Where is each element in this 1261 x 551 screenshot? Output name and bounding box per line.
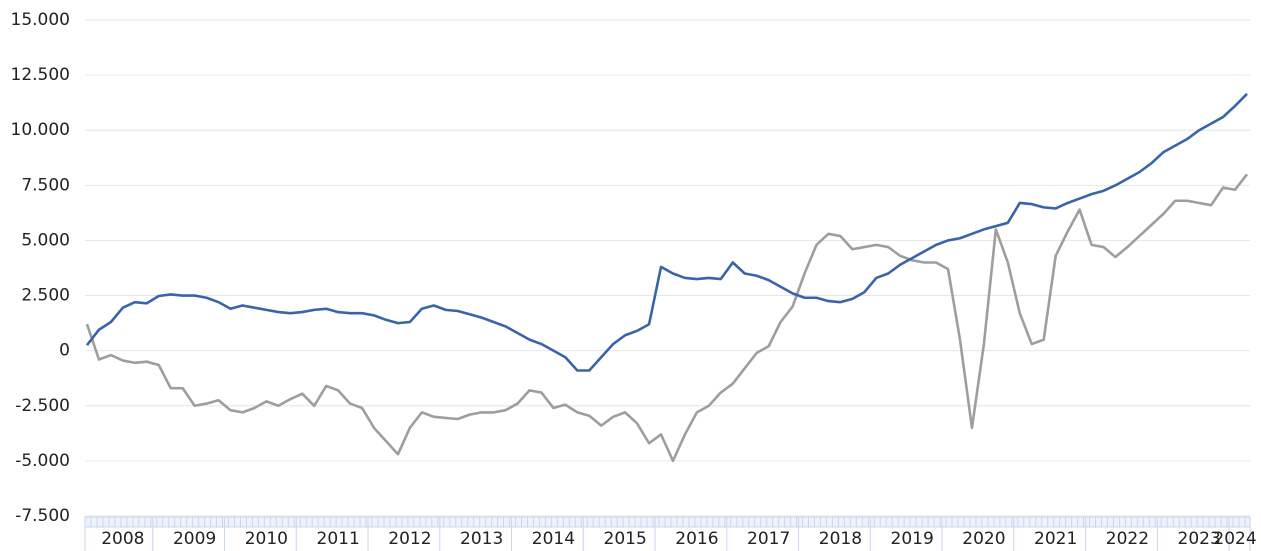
x-tick-label: 2016 xyxy=(675,529,718,549)
y-tick-label: -2.500 xyxy=(15,396,70,416)
x-tick-label: 2023 xyxy=(1178,529,1221,549)
y-tick-label: 12.500 xyxy=(11,65,70,85)
x-tick-label: 2012 xyxy=(388,529,431,549)
x-tick-label: 2018 xyxy=(819,529,862,549)
data-line xyxy=(85,173,1249,463)
x-tick-label: 2010 xyxy=(245,529,288,549)
y-tick-label: 2.500 xyxy=(21,286,70,306)
x-tick-label: 2020 xyxy=(962,529,1005,549)
x-tick-label: 2022 xyxy=(1106,529,1149,549)
x-tick-label: 2008 xyxy=(101,529,144,549)
x-tick-label: 2009 xyxy=(173,529,216,549)
y-tick-label: 7.500 xyxy=(21,175,70,195)
y-tick-label: -7.500 xyxy=(15,506,70,526)
x-tick-label: 2013 xyxy=(460,529,503,549)
y-tick-label: 10.000 xyxy=(11,120,70,140)
x-tick-label: 2019 xyxy=(891,529,934,549)
x-tick-label: 2021 xyxy=(1034,529,1077,549)
x-tick-label: 2011 xyxy=(317,529,360,549)
x-tick-label: 2015 xyxy=(604,529,647,549)
x-tick-label: 2024 xyxy=(1213,529,1256,549)
y-tick-label: 0 xyxy=(59,341,70,361)
data-line xyxy=(85,92,1248,372)
x-axis-band xyxy=(84,516,1251,528)
x-tick-label: 2017 xyxy=(747,529,790,549)
x-tick-label: 2014 xyxy=(532,529,575,549)
y-tick-label: -5.000 xyxy=(15,451,70,471)
y-tick-label: 15.000 xyxy=(11,10,70,30)
y-tick-label: 5.000 xyxy=(21,230,70,250)
